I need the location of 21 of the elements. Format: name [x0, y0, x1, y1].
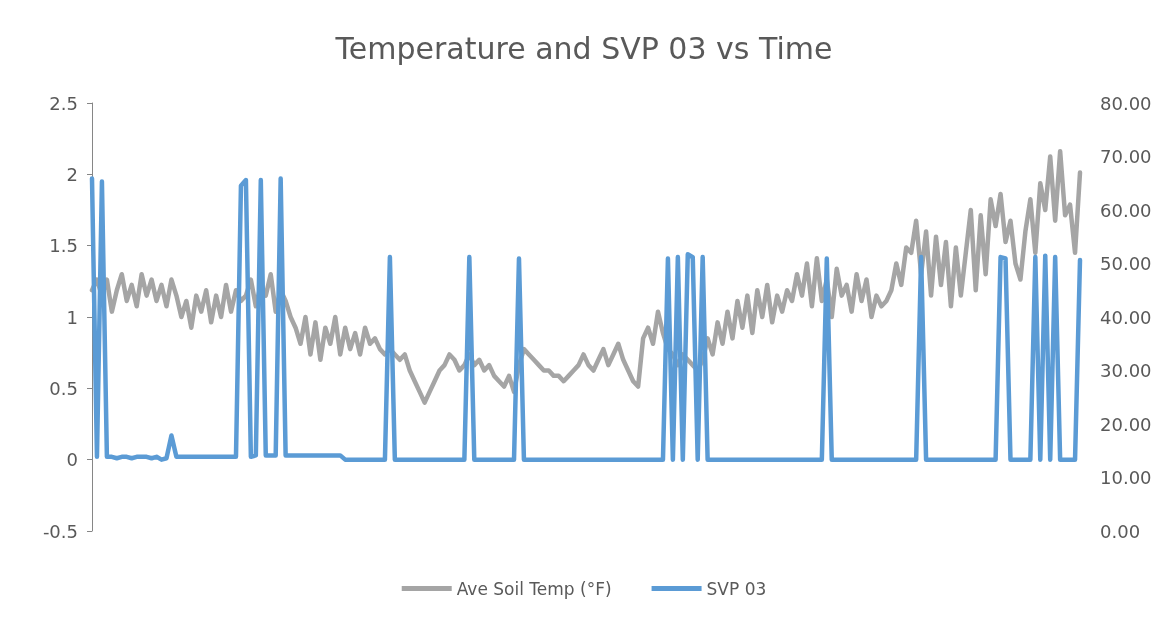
line-series	[89, 176, 1083, 462]
y-tick-label: 2	[66, 163, 78, 185]
y2-tick-label: 0.00	[1100, 520, 1141, 542]
chart-title: Temperature and SVP 03 vs Time	[334, 30, 833, 66]
y2-tick-label: 10.00	[1100, 467, 1152, 488]
y-tick-label: -0.5	[42, 520, 78, 542]
y2-tick-label: 70.00	[1100, 146, 1152, 167]
y-tick-label: 1.5	[49, 235, 78, 257]
y-tick-label: 0.5	[49, 377, 78, 399]
y2-tick-label: 30.00	[1100, 360, 1152, 381]
legend-label: SVP 03	[706, 578, 767, 599]
y2-tick-label: 60.00	[1100, 199, 1152, 221]
y-tick-label: 2.5	[49, 92, 78, 114]
line-series	[89, 148, 1083, 405]
y-tick-label: 0	[66, 449, 78, 471]
y2-tick-label: 40.00	[1100, 306, 1152, 328]
y2-tick-label: 50.00	[1100, 253, 1152, 274]
y2-tick-label: 80.00	[1100, 92, 1152, 114]
y-tick-label: 1	[66, 306, 78, 328]
legend-label: Ave Soil Temp (°F)	[456, 578, 612, 599]
y2-tick-label: 20.00	[1100, 413, 1152, 435]
